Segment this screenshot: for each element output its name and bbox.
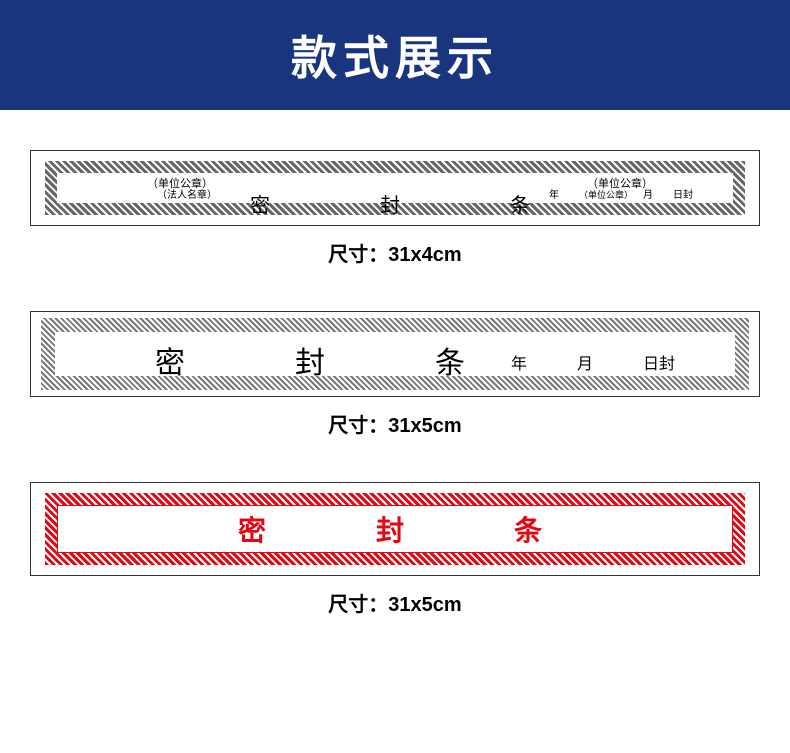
legal-seal-label: （法人名章） xyxy=(157,186,217,201)
size-label-2: 尺寸：31x5cm xyxy=(30,409,760,438)
size-label-1: 尺寸：31x4cm xyxy=(30,238,760,267)
date-line: 年 （单位公章） 月 日封 xyxy=(549,186,693,201)
seal-strip-3: 密封条 xyxy=(45,493,745,565)
seal-bottom-label: （单位公章） xyxy=(579,190,633,200)
seal-main-text-3: 密封条 xyxy=(77,509,713,549)
size-label-3: 尺寸：31x5cm xyxy=(30,588,760,617)
sample-3-box: 密封条 xyxy=(30,482,760,576)
date-line-2: 年 月 日封 xyxy=(511,350,675,374)
seal-strip-1: （单位公章） （单位公章） 密封条 （法人名章） 年（单位公章）月日封 xyxy=(45,161,745,215)
day-label: 日封 xyxy=(673,190,693,201)
sample-2-box: 密封条 年月日封 xyxy=(30,311,760,397)
year-label-2: 年 xyxy=(511,356,527,373)
month-label: 月 xyxy=(643,190,653,201)
year-label: 年 xyxy=(549,190,559,201)
month-label-2: 月 xyxy=(577,356,593,373)
header-banner: 款式展示 xyxy=(0,0,790,110)
sample-1-box: （单位公章） （单位公章） 密封条 （法人名章） 年（单位公章）月日封 xyxy=(30,150,760,226)
header-title: 款式展示 xyxy=(291,32,499,84)
day-label-2: 日封 xyxy=(643,356,675,373)
seal-strip-2: 密封条 年月日封 xyxy=(41,318,749,390)
samples-container: （单位公章） （单位公章） 密封条 （法人名章） 年（单位公章）月日封 尺寸：3… xyxy=(0,110,790,637)
